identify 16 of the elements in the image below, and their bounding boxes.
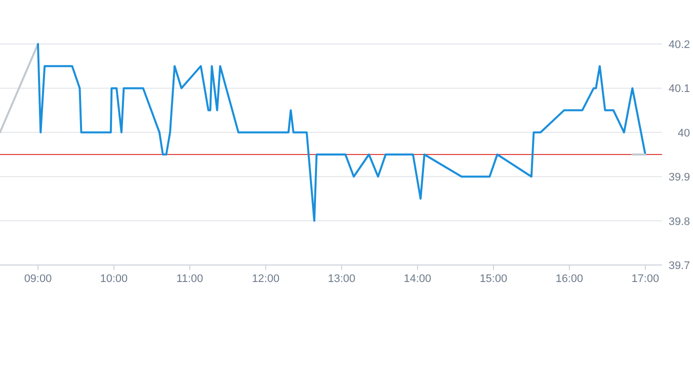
- x-tick-label: 16:00: [556, 273, 584, 285]
- x-tick-label: 12:00: [252, 273, 280, 285]
- x-tick-label: 14:00: [404, 273, 432, 285]
- y-tick-label: 39.9: [668, 172, 690, 184]
- x-tick-label: 13:00: [328, 273, 356, 285]
- y-tick-label: 39.7: [668, 260, 690, 272]
- line-series: [36, 43, 646, 222]
- x-tick-label: 17:00: [632, 273, 660, 285]
- y-tick-label: 40.2: [668, 39, 690, 51]
- y-tick-label: 40.1: [668, 83, 690, 96]
- y-tick-label: 40: [678, 127, 690, 140]
- x-tick-label: 09:00: [24, 273, 52, 285]
- y-tick-label: 39.8: [668, 216, 690, 228]
- x-tick-label: 15:00: [480, 273, 508, 285]
- x-tick-label: 10:00: [100, 273, 128, 285]
- x-tick-label: 11:00: [176, 273, 204, 285]
